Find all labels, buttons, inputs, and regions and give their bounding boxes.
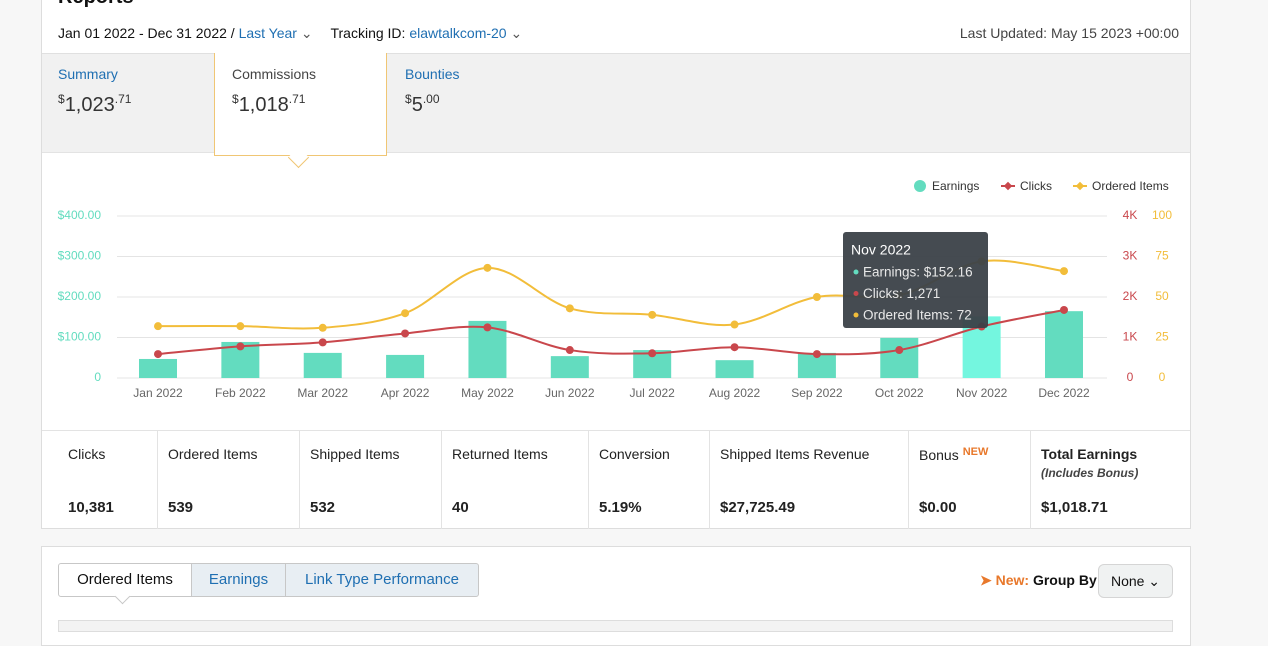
separator [1030, 431, 1031, 529]
badge: NEW [962, 446, 989, 458]
amount-whole: 1,018 [238, 94, 289, 116]
tab-ordered-items[interactable]: Ordered Items [58, 563, 192, 597]
stat-name: Ordered Items [168, 446, 258, 462]
group-label: Group By: [1032, 572, 1102, 588]
stat-name: Conversion [599, 446, 670, 462]
separator [299, 431, 300, 529]
currency: $ [232, 92, 239, 106]
date-range: Jan 01 2022 - Dec 31 2022 / [58, 25, 235, 41]
amount-whole: 5 [411, 94, 423, 116]
stat-name: Total Earnings [1041, 446, 1138, 462]
stat-value: 5.19% [599, 499, 642, 516]
amount-whole: 1,023 [64, 94, 115, 116]
cents: .71 [114, 92, 132, 106]
tab-earnings[interactable]: Earnings [191, 563, 286, 597]
separator [441, 431, 442, 529]
separator [588, 431, 589, 529]
last-updated: Last Updated: May 15 2023 +00:00 [959, 25, 1179, 41]
stat-label: Bonus NEW [919, 446, 988, 463]
table-header [58, 620, 1173, 632]
stats-row: Clicks 10,381 Ordered Items 539 Shipped Item… [42, 430, 1190, 529]
stat-note: (Includes Bonus) [1041, 466, 1139, 480]
separator [157, 431, 158, 529]
currency: $ [405, 92, 412, 106]
tab-amount: $5.00 [405, 92, 440, 117]
separator [908, 431, 909, 529]
date-bar: Jan 01 2022 - Dec 31 2022 / Last Year ⌄ … [58, 25, 523, 41]
rocket-icon: ➤ [980, 572, 992, 588]
cents: .71 [288, 92, 306, 106]
stat-value: $1,018.71 [1041, 499, 1108, 516]
stat-name: Bonus [919, 447, 959, 463]
stat-label: Returned Items [452, 446, 548, 462]
stat-label: Shipped Items [310, 446, 400, 462]
stat-value: 539 [168, 499, 194, 516]
stat-label: Total Earnings [1041, 446, 1137, 462]
tab-amount: $1,018.71 [232, 92, 305, 117]
page: { "header": { "title": "Reports", "date_… [41, 0, 1191, 646]
period-select[interactable]: Last Year [238, 25, 297, 41]
stat-label: Ordered Items [168, 446, 257, 462]
stat-name: Shipped Items Revenue [720, 446, 870, 462]
tab-amount: $1,023.71 [58, 92, 131, 117]
chevron: ⌄ [1148, 573, 1160, 589]
group-value: None [1111, 573, 1145, 589]
stat-value: $27,725.49 [720, 499, 796, 516]
stat-label: Clicks [68, 446, 105, 462]
separator [709, 431, 710, 529]
stat-name: Shipped Items [310, 446, 400, 462]
tracking-label: Tracking ID: [330, 25, 406, 41]
tracking-select[interactable]: elawtalkcom-20 [409, 25, 507, 41]
group-select[interactable]: None ⌄ [1098, 564, 1173, 598]
stat-label: Conversion [599, 446, 670, 462]
stat-value: 532 [310, 499, 336, 516]
stat-value: 10,381 [68, 499, 114, 516]
new-label: New: [995, 572, 1030, 588]
group-by: ➤ New: Group By: [980, 572, 1101, 589]
tab-link-type[interactable]: Link Type Performance [285, 563, 479, 597]
page-title: Reports [58, 0, 134, 9]
tab-label[interactable]: Commissions [232, 66, 317, 82]
cents: .00 [422, 92, 440, 106]
stat-name: Clicks [68, 446, 106, 462]
currency: $ [58, 92, 65, 106]
stat-value: 40 [452, 499, 469, 516]
tab-label[interactable]: Summary [58, 66, 118, 82]
stat-value: $0.00 [919, 499, 957, 516]
stat-label: Shipped Items Revenue [720, 446, 869, 462]
stat-name: Returned Items [452, 446, 548, 462]
tab-label[interactable]: Bounties [405, 66, 460, 82]
